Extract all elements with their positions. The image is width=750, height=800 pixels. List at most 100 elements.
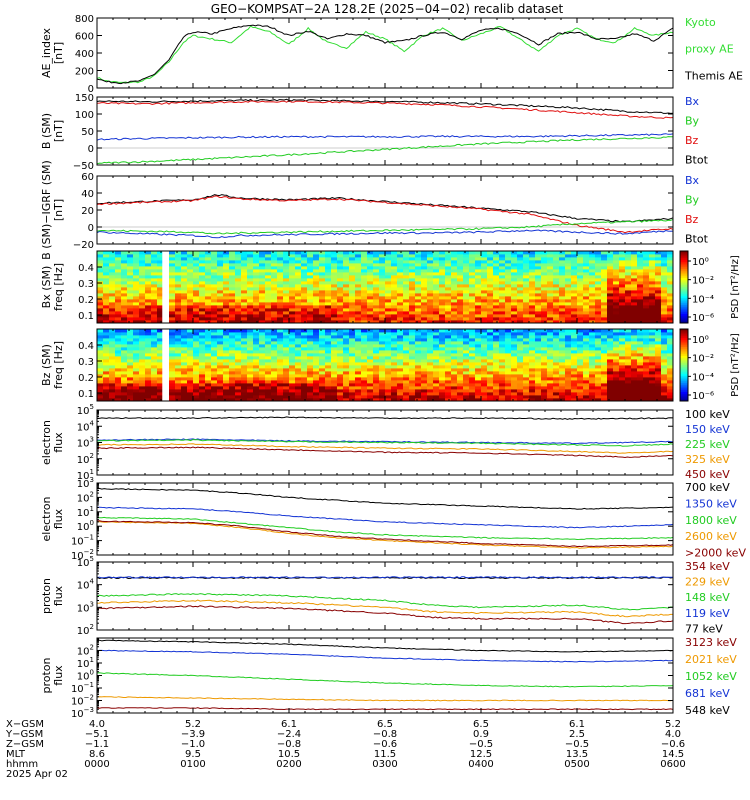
bzspec-cell (535, 377, 542, 381)
bzspec-cell (337, 332, 344, 336)
bxspec-cell (529, 278, 536, 282)
bxspec-cell (175, 251, 182, 255)
bzspec-cell (601, 341, 608, 345)
bxspec-cell (229, 299, 236, 303)
bxspec-cell (463, 305, 470, 309)
bxspec-cell (109, 275, 116, 279)
bxspec-cell (565, 278, 572, 282)
bxspec-cell (289, 278, 296, 282)
bxspec-cell (253, 266, 260, 270)
bzspec-cell (229, 338, 236, 342)
bxspec-cell (355, 311, 362, 315)
bxspec-cell (217, 275, 224, 279)
bzspec-cell (313, 347, 320, 351)
bzspec-cell (475, 344, 482, 348)
bzspec-cell (217, 359, 224, 363)
bzspec-cell (439, 389, 446, 393)
bxspec-cell (265, 290, 272, 294)
bxspec-cell (169, 272, 176, 276)
bxspec-cell (355, 317, 362, 321)
bxspec-cell (367, 293, 374, 297)
bzspec-cell (565, 368, 572, 372)
bxspec-cell (427, 320, 434, 324)
bzspec-cell (133, 341, 140, 345)
bxspec-cell (607, 290, 614, 294)
bzspec-cell (595, 332, 602, 336)
bzspec-cell (331, 338, 338, 342)
bxspec-cell (127, 254, 134, 258)
bzspec-cell (271, 377, 278, 381)
bxspec-cell (655, 320, 662, 324)
bzspec-cell (217, 332, 224, 336)
bzspec-cell (523, 350, 530, 354)
bxspec-colorbar-step (680, 287, 688, 290)
bxspec-cell (169, 251, 176, 255)
bzspec-cell (361, 398, 368, 402)
bxspec-cell (403, 296, 410, 300)
bzspec-cell (457, 365, 464, 369)
bxspec-cell (505, 302, 512, 306)
bxspec-cell (199, 281, 206, 285)
bxspec-cell (121, 320, 128, 324)
bxspec-cell (637, 290, 644, 294)
bxspec-cell (307, 269, 314, 273)
bzspec-cell (505, 395, 512, 399)
bzspec-cell (367, 338, 374, 342)
bxspec-cell (397, 320, 404, 324)
bzspec-cell (439, 356, 446, 360)
bxspec-cell (421, 281, 428, 285)
bxspec-cell (181, 302, 188, 306)
bzspec-cell (97, 344, 104, 348)
bsm-ylabel: B (SM) (40, 113, 53, 149)
bxspec-cell (313, 311, 320, 315)
bzspec-cell (229, 353, 236, 357)
bxspec-cell (505, 305, 512, 309)
bzspec-cell (445, 356, 452, 360)
bxspec-cell (337, 251, 344, 255)
bxspec-cell (571, 266, 578, 270)
bzspec-cell (229, 377, 236, 381)
bzspec-cell (157, 353, 164, 357)
bzspec-cell (571, 392, 578, 396)
bzspec-cell (355, 332, 362, 336)
bzspec-cell (661, 365, 668, 369)
bxspec-cell (391, 311, 398, 315)
bxspec-cell (361, 299, 368, 303)
bxspec-cell (169, 281, 176, 285)
bzspec-cell (295, 332, 302, 336)
bzspec-cell (487, 356, 494, 360)
bzspec-cell (241, 347, 248, 351)
bxspec-cell (397, 284, 404, 288)
bxspec-cell (319, 290, 326, 294)
bzspec-cell (475, 383, 482, 387)
bzspec-cell (493, 347, 500, 351)
bzspec-cell (601, 371, 608, 375)
bxspec-cell (331, 320, 338, 324)
bxspec-cell (133, 311, 140, 315)
bzspec-cell (379, 350, 386, 354)
bxspec-cell (547, 266, 554, 270)
bzspec-cell (139, 341, 146, 345)
bxspec-cell (103, 254, 110, 258)
bxspec-cell (643, 293, 650, 297)
bzspec-cell (415, 344, 422, 348)
bzspec-cell (283, 368, 290, 372)
bxspec-cell (247, 281, 254, 285)
bzspec-cell (181, 332, 188, 336)
bzspec-cell (151, 371, 158, 375)
bzspec-cell (529, 392, 536, 396)
bxspec-cell (577, 272, 584, 276)
bzspec-cell (595, 359, 602, 363)
bzspec-cell (607, 374, 614, 378)
bzspec-cell (229, 380, 236, 384)
bzspec-cell (493, 362, 500, 366)
bxspec-cell (517, 293, 524, 297)
bxspec-cell (493, 305, 500, 309)
bzspec-cell (325, 335, 332, 339)
bxspec-cell (199, 269, 206, 273)
bxspec-cell (505, 281, 512, 285)
bzspec-cell (259, 335, 266, 339)
bzspec-cell (271, 398, 278, 402)
bzspec-cell (433, 350, 440, 354)
bxspec-cell (295, 296, 302, 300)
